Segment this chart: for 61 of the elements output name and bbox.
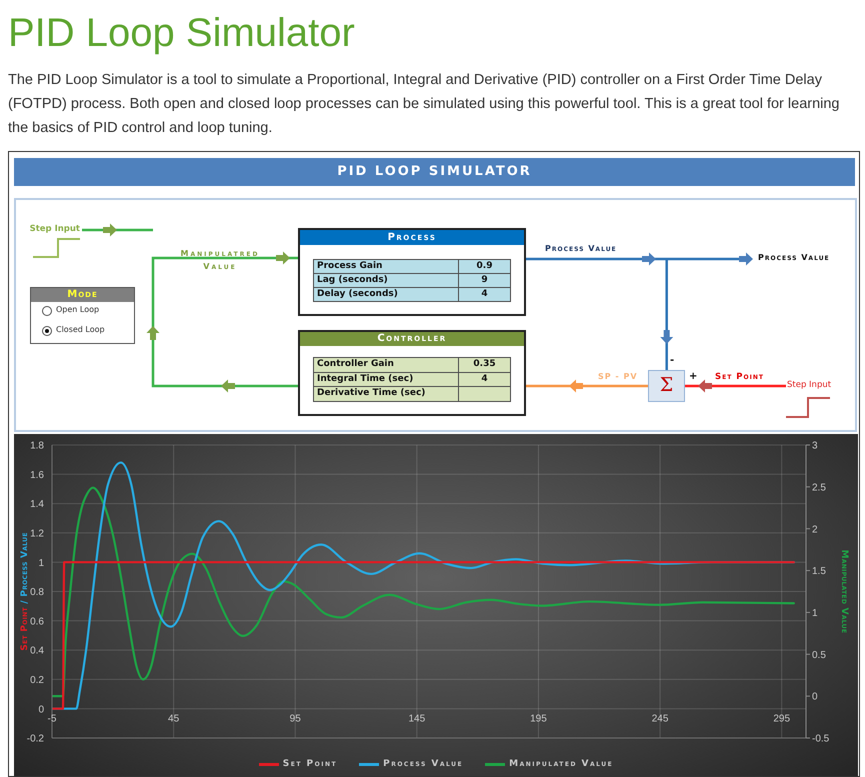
text: 9 (481, 275, 488, 285)
x-tick-label: -5 (48, 714, 57, 725)
line-series (52, 486, 795, 698)
x-tick-label: 95 (290, 714, 302, 725)
text: Derivative Time (sec) (317, 388, 426, 398)
legend-label: Manipulated Value (509, 759, 614, 769)
x-tick-label: 45 (168, 714, 180, 725)
y2-tick-label: 0.5 (812, 650, 826, 661)
text: 4 (481, 289, 488, 299)
y2-tick-label: 2 (812, 524, 818, 536)
legend-label: Process Value (383, 759, 464, 769)
text: Mode (67, 289, 98, 300)
text: Manipulatred Value (180, 249, 260, 271)
text: 0.35 (473, 359, 496, 369)
text: Open Loop (56, 305, 100, 314)
y-axis-title: Set Point / Process Value (20, 532, 30, 651)
text: The PID Loop Simulator is a tool to simulate a Proportional, Integral and Derivative (PID) controller on a First Order Time Delay (FOTPD) process. Both open and closed loop processes can be simulated using this powerful tool. This is a great tool for learning the basics of PID control and loop tuning. (8, 72, 840, 136)
text: Step Input (30, 224, 80, 234)
x-tick-label: 195 (530, 714, 548, 725)
text: Controller (377, 333, 447, 344)
text: Set Point (715, 372, 764, 382)
y-tick-label: 1.2 (30, 528, 44, 540)
text: PID LOOP SIMULATOR (337, 164, 532, 179)
text: 0.9 (476, 261, 492, 271)
text: Process Gain (317, 261, 382, 271)
y-tick-label: 0.8 (30, 587, 44, 598)
x-tick-label: 245 (652, 714, 669, 725)
text: + (689, 371, 698, 382)
y-tick-label: 0.6 (30, 616, 44, 628)
y-tick-label: 0 (38, 704, 44, 716)
y-tick-label: 0.2 (30, 674, 44, 686)
x-tick-label: 145 (408, 714, 426, 725)
legend-label: Set Point (282, 759, 338, 769)
text: Controller Gain (317, 359, 394, 369)
text: Step Input (787, 380, 832, 390)
y-tick-label: 1.4 (30, 499, 44, 510)
text: PID Loop Simulator (8, 11, 355, 55)
text: Delay (seconds) (317, 289, 398, 299)
y-tick-label: -0.2 (26, 734, 44, 745)
y-tick-label: 1 (38, 558, 44, 569)
y-tick-label: 0.4 (30, 646, 44, 657)
y-tick-label: 1.6 (30, 470, 44, 481)
x-tick-label: 295 (773, 714, 790, 725)
text: SP - PV (598, 372, 638, 381)
text: Process (388, 232, 436, 243)
text: Σ (660, 374, 674, 396)
y2-axis-title: Manipulated Value (839, 550, 849, 634)
text: Process Value (545, 244, 617, 253)
y2-tick-label: 2.5 (812, 482, 826, 494)
y2-tick-label: 0 (812, 692, 818, 703)
y-tick-label: 1.8 (30, 440, 44, 452)
text: Closed Loop (56, 325, 105, 334)
text: Process Value (758, 253, 830, 262)
text: Integral Time (sec) (317, 374, 414, 384)
text: Lag (seconds) (317, 275, 388, 285)
y2-tick-label: -0.5 (812, 734, 830, 745)
text: 4 (481, 374, 488, 384)
y2-tick-label: 3 (812, 440, 818, 452)
y2-tick-label: 1.5 (812, 566, 826, 578)
text: - (670, 355, 674, 366)
y2-tick-label: 1 (812, 608, 818, 619)
